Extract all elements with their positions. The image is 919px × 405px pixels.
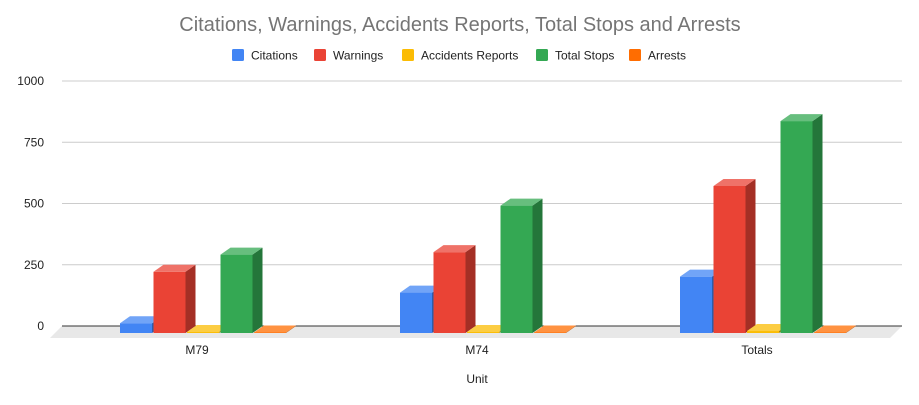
bar-top [747, 324, 789, 332]
bar-top [713, 179, 756, 186]
x-axis-ticks: M79 M74 Totals [185, 343, 772, 357]
y-tick-label: 0 [37, 319, 44, 333]
bar [713, 179, 756, 333]
bar-top [534, 325, 576, 333]
bar-front [713, 186, 746, 333]
gridlines [62, 80, 902, 266]
legend-item: Total Stops [536, 49, 614, 63]
legend-swatch [314, 49, 326, 61]
bar-side [532, 198, 543, 333]
bar-front [467, 332, 499, 333]
legend-label: Warnings [333, 49, 383, 63]
legend-label: Arrests [648, 49, 686, 63]
legend-swatch [629, 49, 641, 61]
y-axis-ticks: 0 250 500 750 1000 [17, 74, 44, 333]
y-tick-label: 750 [24, 135, 44, 149]
chart-title: Citations, Warnings, Accidents Reports, … [179, 14, 740, 36]
legend-label: Accidents Reports [421, 49, 518, 63]
bar [433, 245, 476, 333]
bar-front [780, 121, 813, 333]
x-axis-title: Unit [466, 372, 488, 386]
x-tick-label: M79 [185, 343, 209, 357]
bar-side [846, 325, 856, 333]
bar-side [812, 114, 823, 333]
bar-top [814, 325, 856, 333]
bar-top [153, 264, 196, 272]
x-tick-label: M74 [465, 343, 489, 357]
legend-swatch [402, 49, 414, 61]
bar-front [400, 292, 432, 333]
bar-front [120, 323, 152, 333]
bar-top [254, 325, 296, 333]
bar [153, 264, 196, 333]
bar-front [153, 271, 186, 333]
bar-front [680, 276, 712, 333]
x-tick-label: Totals [741, 343, 772, 357]
legend-item: Citations [232, 49, 298, 63]
legend-item: Warnings [314, 49, 383, 63]
bar-side [465, 245, 476, 333]
legend-label: Total Stops [555, 49, 614, 63]
bar [534, 325, 576, 333]
bar-top [120, 316, 162, 324]
bars [120, 114, 856, 333]
bar-side [745, 179, 756, 333]
bar [500, 198, 543, 333]
legend-swatch [232, 49, 244, 61]
bar-top [400, 285, 442, 293]
bar-side [252, 247, 263, 333]
legend-swatch [536, 49, 548, 61]
bar-front [187, 332, 219, 333]
bar-top [467, 325, 509, 333]
bar-front [433, 252, 466, 333]
y-tick-label: 250 [24, 258, 44, 272]
legend-item: Accidents Reports [402, 49, 518, 63]
bar-side [286, 325, 296, 333]
bar-front [220, 254, 253, 333]
bar-top [187, 325, 229, 333]
bar-top [500, 198, 543, 206]
bar [220, 247, 263, 333]
bar [780, 114, 823, 333]
bar-front [500, 205, 533, 333]
bar-front [747, 331, 779, 333]
bar [814, 325, 856, 333]
bar-top [680, 269, 722, 277]
bar-top [780, 114, 823, 122]
bar-side [185, 264, 196, 333]
y-tick-label: 500 [24, 197, 44, 211]
legend: Citations Warnings Accidents Reports Total … [232, 49, 686, 63]
y-tick-label: 1000 [17, 74, 44, 88]
legend-item: Arrests [629, 49, 686, 63]
bar-side [566, 325, 576, 333]
legend-label: Citations [251, 49, 298, 63]
bar [254, 325, 296, 333]
bar-top [433, 245, 476, 253]
bar-top [220, 247, 263, 255]
